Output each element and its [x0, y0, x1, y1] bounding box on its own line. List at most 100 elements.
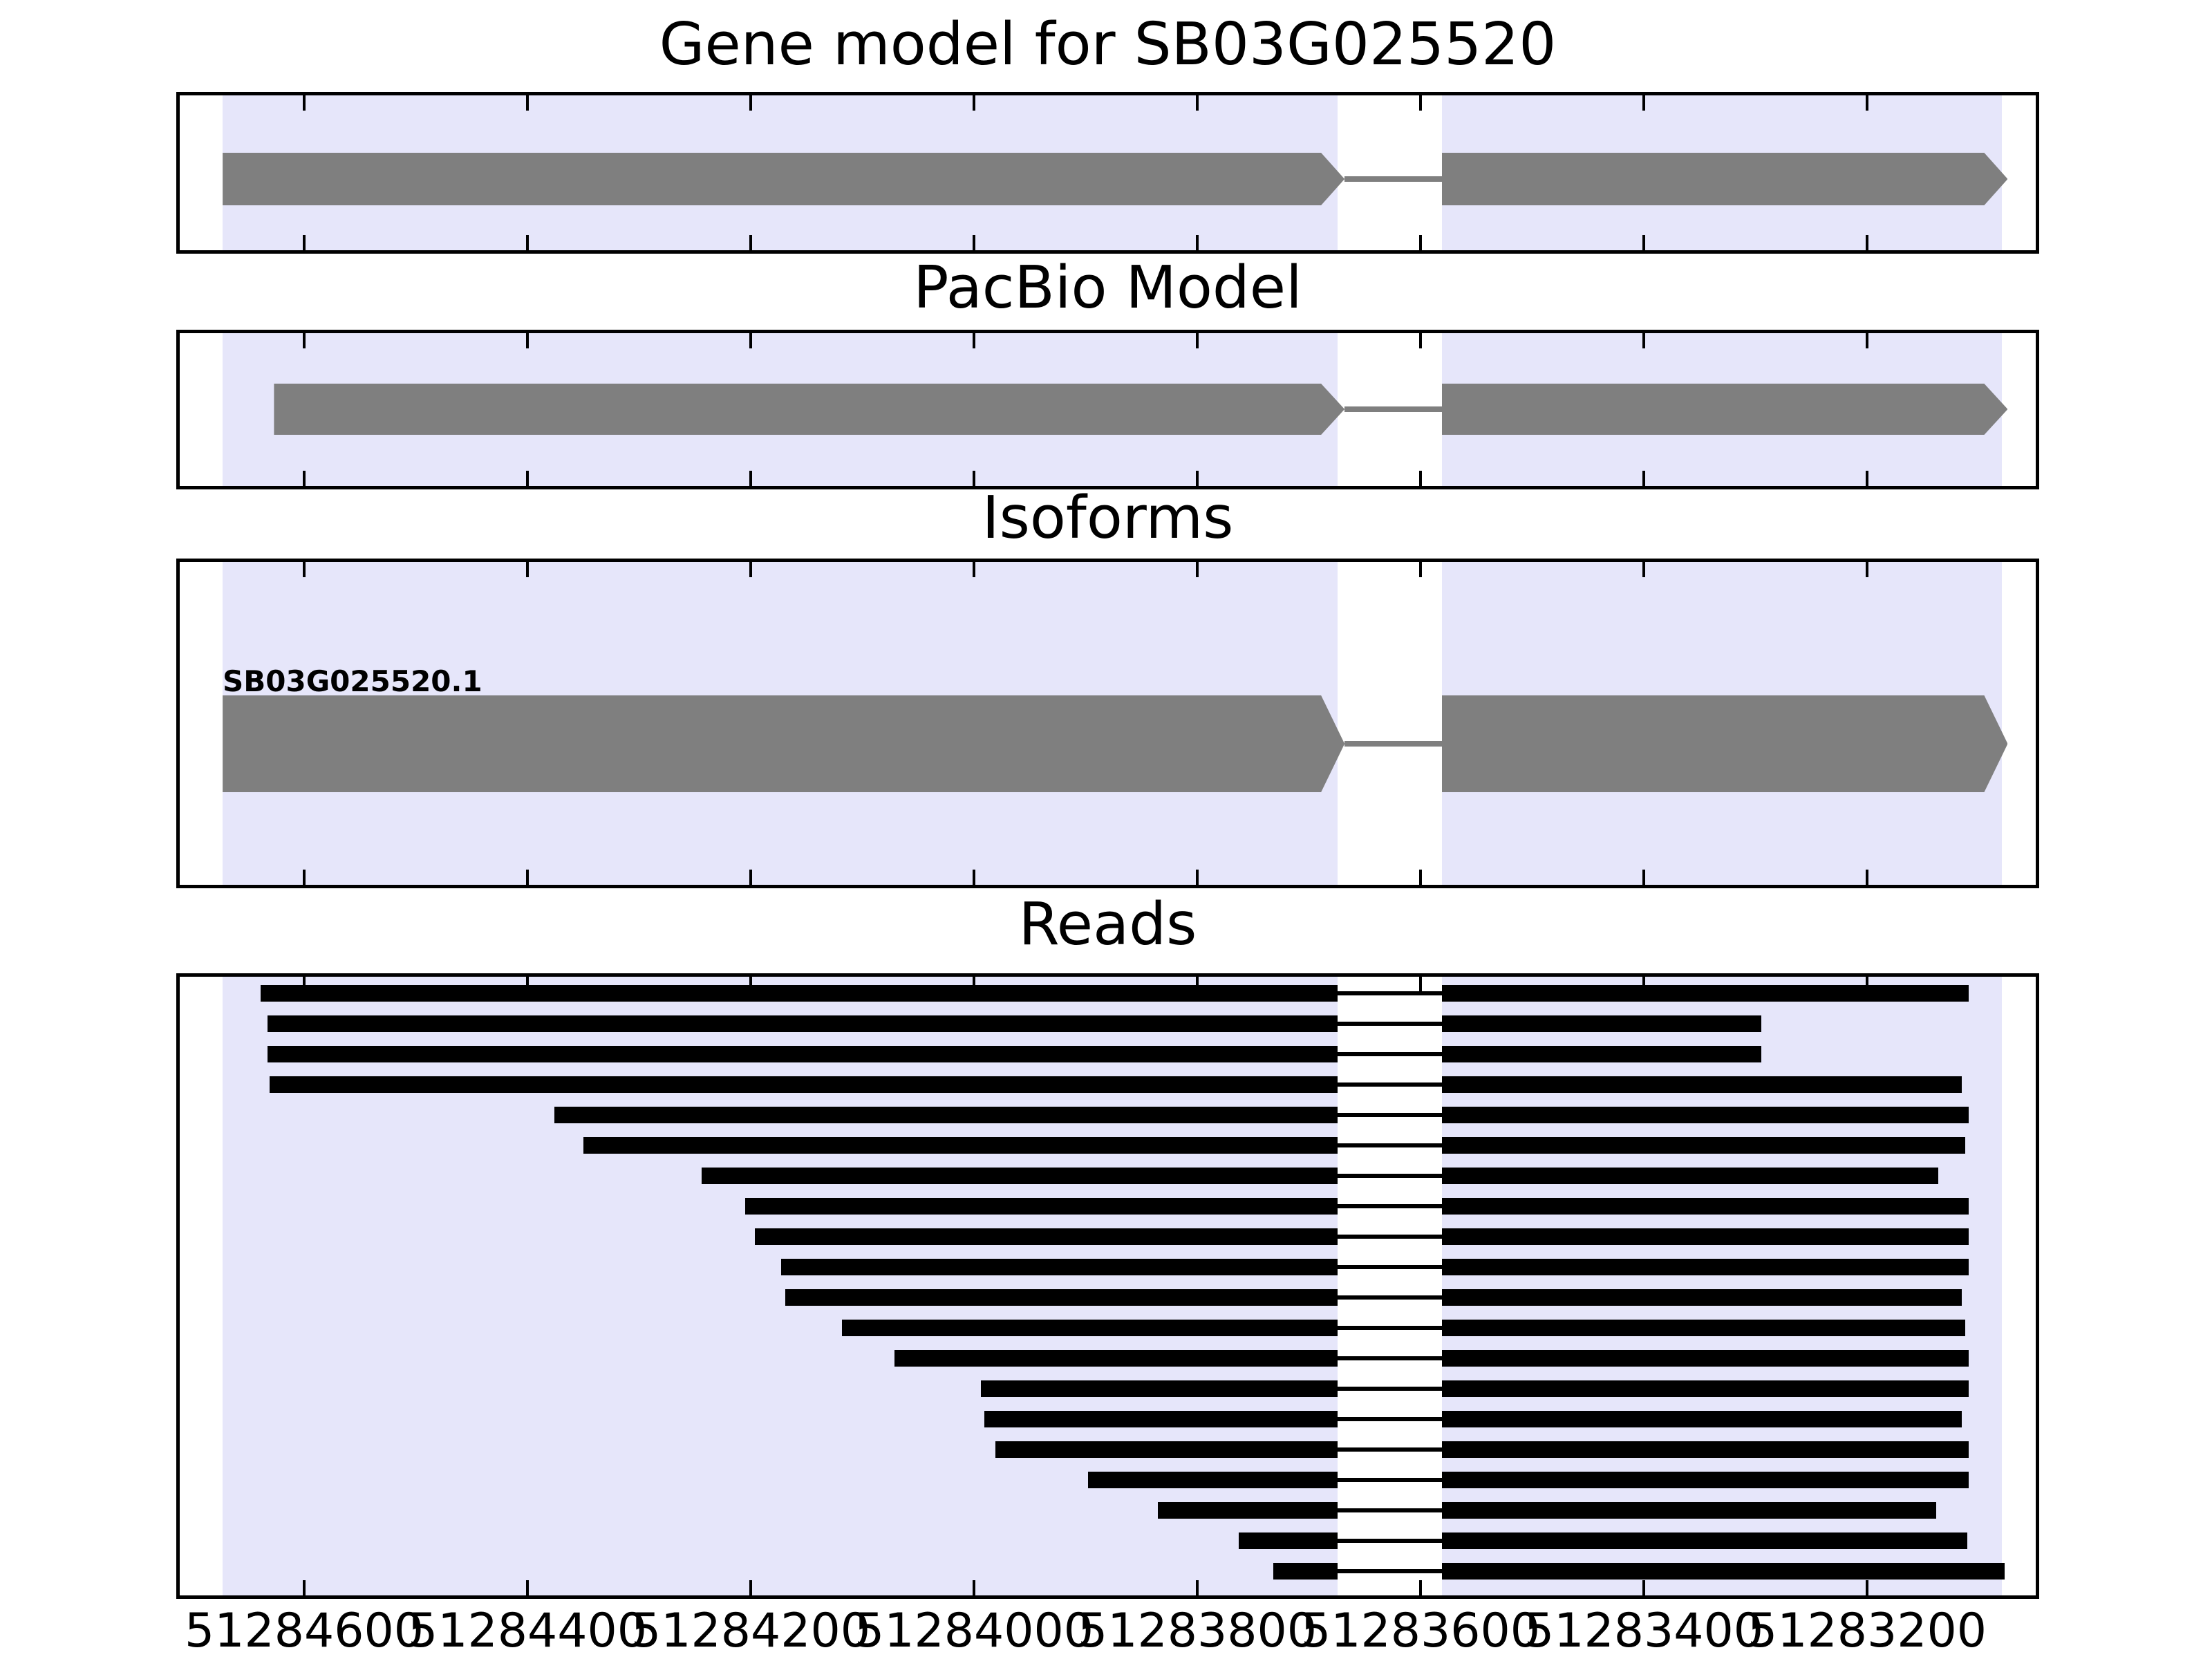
read-bar-right	[1441, 1533, 1968, 1549]
axis-tick	[973, 471, 975, 486]
axis-tick	[973, 235, 975, 250]
axis-tick	[1196, 977, 1199, 992]
read-intron-line	[1338, 1478, 1442, 1482]
read-bar-left	[1158, 1502, 1338, 1519]
axis-tick	[749, 95, 752, 111]
axis-tick	[1196, 471, 1199, 486]
read-bar-left	[701, 1168, 1338, 1184]
axis-tick	[749, 870, 752, 885]
axis-tick	[749, 562, 752, 577]
axis-tick	[1866, 870, 1868, 885]
axis-tick	[1419, 333, 1422, 348]
axis-tick	[526, 1580, 529, 1595]
axis-tick	[1866, 95, 1868, 111]
panel-pacbio-model	[176, 330, 2039, 489]
axis-tick	[1196, 235, 1199, 250]
read-bar-left	[984, 1411, 1338, 1427]
axis-tick	[1642, 235, 1645, 250]
read-bar-right	[1441, 1502, 1937, 1519]
reads-title: Reads	[1018, 890, 1197, 959]
exon-bar	[1441, 384, 2008, 435]
read-bar-right	[1441, 1015, 1761, 1032]
read-bar-left	[785, 1289, 1338, 1306]
read-intron-line	[1338, 1174, 1442, 1178]
read-bar-right	[1441, 1046, 1761, 1062]
axis-tick	[1196, 95, 1199, 111]
axis-tick	[1419, 977, 1422, 992]
axis-tick	[1866, 235, 1868, 250]
axis-tick	[973, 977, 975, 992]
read-intron-line	[1338, 1326, 1442, 1330]
read-intron-line	[1338, 1387, 1442, 1391]
isoforms-title: Isoforms	[982, 484, 1234, 552]
read-bar-right	[1441, 1350, 1969, 1367]
read-intron-line	[1338, 1204, 1442, 1208]
axis-tick	[1642, 471, 1645, 486]
axis-tick	[1419, 95, 1422, 111]
axis-tick	[973, 870, 975, 885]
x-tick-label: 51283200	[1747, 1604, 1987, 1658]
axis-tick	[526, 977, 529, 992]
intron-line	[1344, 741, 1442, 747]
read-bar-left	[755, 1228, 1338, 1245]
read-bar-right	[1441, 1076, 1962, 1093]
axis-tick	[1642, 562, 1645, 577]
read-bar-right	[1441, 1320, 1966, 1336]
read-intron-line	[1338, 1539, 1442, 1543]
read-bar-right	[1441, 1168, 1939, 1184]
axis-tick	[303, 977, 306, 992]
axis-tick	[303, 333, 306, 348]
x-tick-label: 51284400	[407, 1604, 648, 1658]
exon-bar	[1441, 695, 2008, 792]
read-bar-left	[267, 1046, 1338, 1062]
read-intron-line	[1338, 1356, 1442, 1360]
read-bar-right	[1441, 1259, 1969, 1275]
panel-isoforms: SB03G025520.1	[176, 559, 2039, 888]
x-tick-label: 51284200	[630, 1604, 871, 1658]
axis-tick	[1419, 471, 1422, 486]
axis-tick	[303, 562, 306, 577]
axis-tick	[303, 95, 306, 111]
panel-gene-model	[176, 92, 2039, 254]
axis-tick	[1866, 1580, 1868, 1595]
read-intron-line	[1338, 1569, 1442, 1573]
exon-bar	[274, 384, 1345, 435]
axis-tick	[1642, 1580, 1645, 1595]
exon-bar	[223, 153, 1345, 205]
read-bar-right	[1441, 1563, 2005, 1580]
x-tick-label: 51283400	[1524, 1604, 1764, 1658]
exon-bar	[223, 695, 1345, 792]
axis-tick	[526, 95, 529, 111]
axis-tick	[1196, 870, 1199, 885]
axis-tick	[1196, 1580, 1199, 1595]
panel-reads	[176, 973, 2039, 1599]
read-intron-line	[1338, 1417, 1442, 1421]
read-bar-left	[583, 1137, 1338, 1154]
axis-tick	[526, 471, 529, 486]
read-intron-line	[1338, 1052, 1442, 1056]
read-intron-line	[1338, 1082, 1442, 1087]
axis-tick	[1419, 562, 1422, 577]
x-tick-label: 51284000	[854, 1604, 1094, 1658]
axis-tick	[303, 870, 306, 885]
read-bar-left	[980, 1380, 1338, 1397]
read-intron-line	[1338, 991, 1442, 995]
axis-tick	[973, 333, 975, 348]
read-bar-left	[554, 1107, 1338, 1123]
axis-tick	[973, 1580, 975, 1595]
axis-tick	[1866, 562, 1868, 577]
read-bar-right	[1441, 1289, 1962, 1306]
intron-line	[1344, 176, 1442, 182]
axis-tick	[526, 235, 529, 250]
axis-tick	[303, 471, 306, 486]
axis-tick	[526, 870, 529, 885]
axis-tick	[1419, 235, 1422, 250]
intron-line	[1344, 406, 1442, 412]
read-bar-left	[269, 1076, 1338, 1093]
read-intron-line	[1338, 1447, 1442, 1452]
axis-tick	[749, 1580, 752, 1595]
axis-tick	[1642, 870, 1645, 885]
read-intron-line	[1338, 1113, 1442, 1117]
read-bar-left	[1087, 1472, 1338, 1488]
